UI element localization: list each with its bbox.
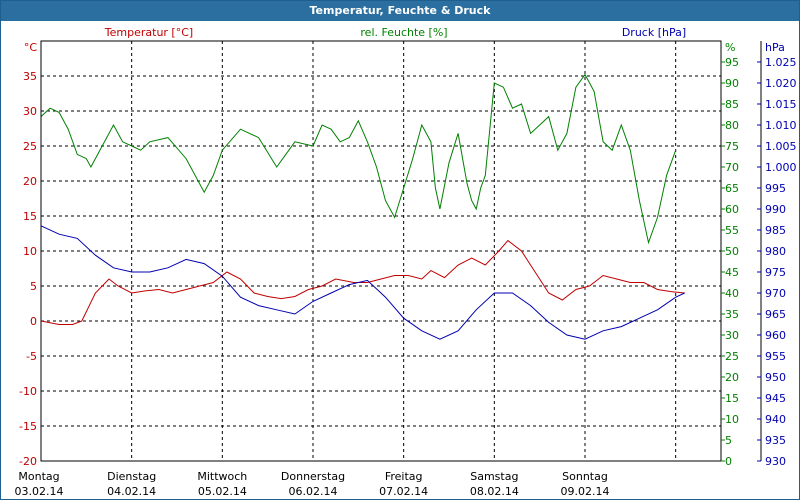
humidity-tick-label: 5 — [725, 434, 732, 447]
pressure-tick-label: 955 — [765, 350, 786, 363]
pressure-tick-label: 995 — [765, 182, 786, 195]
x-day-label: Donnerstag — [281, 470, 345, 483]
pressure-unit-label: hPa — [765, 41, 785, 54]
humidity-tick-label: 85 — [725, 98, 739, 111]
temperature-tick-label: 5 — [30, 280, 37, 293]
pressure-tick-label: 930 — [765, 455, 786, 468]
temperature-tick-label: 30 — [23, 105, 37, 118]
series-lines — [40, 73, 685, 340]
pressure-tick-label: 935 — [765, 434, 786, 447]
humidity-tick-label: 95 — [725, 56, 739, 69]
pressure-tick-label: 1.010 — [765, 119, 797, 132]
humidity-tick-label: 55 — [725, 224, 739, 237]
pressure-tick-label: 1.025 — [765, 56, 797, 69]
temperature-axis-title: Temperatur [°C] — [104, 26, 193, 39]
x-day-label: Sonntag — [562, 470, 608, 483]
x-date-label: 08.02.14 — [470, 485, 519, 498]
humidity-tick-label: 75 — [725, 140, 739, 153]
humidity-unit-label: % — [725, 41, 735, 54]
temperature-tick-label: -5 — [26, 350, 37, 363]
pressure-tick-label: 970 — [765, 287, 786, 300]
axes — [40, 40, 762, 462]
pressure-tick-label: 1.005 — [765, 140, 797, 153]
x-day-label: Freitag — [385, 470, 423, 483]
series-humidity-line — [40, 73, 677, 245]
temperature-tick-label: -20 — [19, 455, 37, 468]
temperature-tick-label: 10 — [23, 245, 37, 258]
humidity-tick-label: 20 — [725, 371, 739, 384]
series-temperature-line — [40, 239, 685, 325]
pressure-axis-title: Druck [hPa] — [622, 26, 686, 39]
humidity-tick-label: 60 — [725, 203, 739, 216]
pressure-tick-label: 960 — [765, 329, 786, 342]
grid — [41, 41, 721, 462]
pressure-tick-label: 945 — [765, 392, 786, 405]
temperature-tick-label: 15 — [23, 210, 37, 223]
window-title: Temperatur, Feuchte & Druck — [1, 1, 799, 21]
humidity-tick-label: 10 — [725, 413, 739, 426]
series-pressure-line — [40, 225, 685, 340]
pressure-tick-label: 990 — [765, 203, 786, 216]
x-date-label: 04.02.14 — [107, 485, 156, 498]
humidity-tick-label: 90 — [725, 77, 739, 90]
x-day-label: Montag — [18, 470, 59, 483]
humidity-tick-label: 80 — [725, 119, 739, 132]
temperature-tick-label: -10 — [19, 385, 37, 398]
pressure-tick-label: 965 — [765, 308, 786, 321]
x-day-label: Mittwoch — [197, 470, 247, 483]
x-date-label: 09.02.14 — [561, 485, 610, 498]
humidity-tick-label: 45 — [725, 266, 739, 279]
humidity-tick-label: 40 — [725, 287, 739, 300]
humidity-tick-label: 50 — [725, 245, 739, 258]
pressure-tick-label: 975 — [765, 266, 786, 279]
x-day-label: Dienstag — [107, 470, 156, 483]
pressure-tick-label: 1.000 — [765, 161, 797, 174]
pressure-tick-label: 985 — [765, 224, 786, 237]
pressure-tick-label: 1.020 — [765, 77, 797, 90]
x-date-label: 06.02.14 — [289, 485, 338, 498]
pressure-tick-label: 980 — [765, 245, 786, 258]
temperature-tick-label: 0 — [30, 315, 37, 328]
temperature-tick-label: 20 — [23, 175, 37, 188]
temperature-unit-label: °C — [24, 41, 38, 54]
humidity-tick-label: 35 — [725, 308, 739, 321]
humidity-tick-label: 15 — [725, 392, 739, 405]
humidity-tick-label: 65 — [725, 182, 739, 195]
humidity-axis-title: rel. Feuchte [%] — [360, 26, 447, 39]
humidity-tick-label: 0 — [725, 455, 732, 468]
temperature-tick-label: -15 — [19, 420, 37, 433]
x-day-label: Samstag — [470, 470, 518, 483]
pressure-tick-label: 940 — [765, 413, 786, 426]
temperature-tick-label: 35 — [23, 70, 37, 83]
x-date-label: 03.02.14 — [15, 485, 64, 498]
humidity-tick-label: 25 — [725, 350, 739, 363]
humidity-tick-label: 30 — [725, 329, 739, 342]
x-date-label: 05.02.14 — [198, 485, 247, 498]
temperature-tick-label: 25 — [23, 140, 37, 153]
x-date-label: 07.02.14 — [379, 485, 428, 498]
pressure-tick-label: 950 — [765, 371, 786, 384]
humidity-tick-label: 70 — [725, 161, 739, 174]
axis-labels: -20 -15 -10 -5 0 5 10 15 20 25 30 35 °C 0 5 10 15 20 25 30 3… — [15, 26, 797, 498]
pressure-tick-label: 1.015 — [765, 98, 797, 111]
